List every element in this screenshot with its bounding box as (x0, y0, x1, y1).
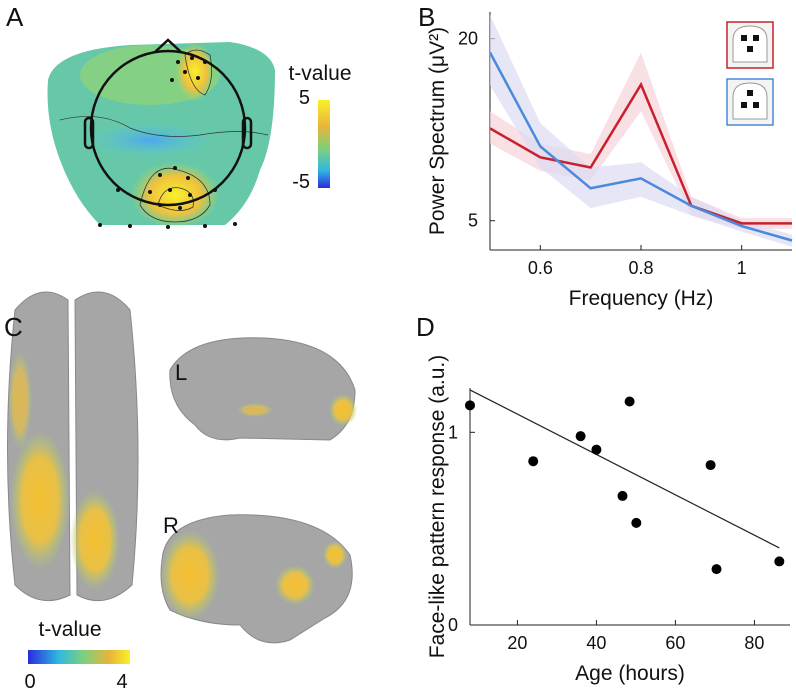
x-tick-label: 1 (737, 258, 747, 278)
topomap-region (85, 122, 215, 158)
brain-left (169, 337, 356, 441)
y-axis-label: Power Spectrum (μV²) (426, 27, 449, 235)
panel-label: A (6, 2, 24, 32)
topomap: t-value 5 -5 (47, 38, 352, 229)
view-label: L (175, 360, 187, 385)
y-axis-label: Face-like pattern response (a.u.) (426, 355, 449, 658)
view-label: R (163, 513, 179, 538)
head-outline (89, 49, 247, 207)
panel-label: B (418, 2, 435, 32)
fit-line (469, 389, 780, 549)
y-tick-label: 0 (448, 615, 458, 635)
ear (83, 116, 95, 150)
ear (241, 116, 253, 150)
contour (139, 167, 211, 223)
point (711, 564, 722, 575)
activation (329, 394, 357, 426)
electrodes (98, 56, 237, 229)
colorbar (318, 100, 330, 188)
x-tick-label: 0.8 (628, 258, 653, 278)
x-tick-label: 0.6 (528, 258, 553, 278)
colorbar (28, 650, 130, 664)
x-tick-label: 20 (507, 633, 527, 653)
point (624, 396, 635, 407)
line (488, 51, 793, 242)
colorbar-tick: 0 (24, 671, 35, 693)
point (528, 456, 539, 467)
x-tick-label: 60 (665, 633, 685, 653)
point (465, 400, 475, 411)
activation (70, 490, 120, 590)
x-tick-label: 40 (586, 633, 606, 653)
point (705, 460, 716, 471)
stimulus-icons (726, 21, 774, 126)
colorbar-tick: -5 (292, 171, 310, 193)
y-tick-label: 20 (458, 29, 478, 49)
point (617, 490, 628, 501)
activation (8, 350, 32, 450)
line (489, 81, 792, 225)
activation (160, 530, 220, 620)
nose (154, 38, 182, 53)
y-tick-label: 5 (468, 211, 478, 231)
panel-label: D (416, 312, 435, 342)
activation (323, 541, 347, 569)
x-tick-label: 80 (744, 633, 764, 653)
colorbar-tick: 4 (116, 671, 127, 693)
activation (275, 565, 315, 605)
x-axis-label: Frequency (Hz) (569, 287, 714, 310)
activation (237, 403, 273, 417)
brains: L R t-value 0 4 (7, 291, 357, 693)
contour (59, 116, 269, 137)
activation (10, 430, 70, 570)
panel-label: C (4, 312, 23, 342)
colorbar-title: t-value (38, 618, 101, 641)
y-tick-label: 1 (448, 422, 458, 442)
contour (184, 49, 213, 96)
point (774, 556, 785, 567)
x-axis-label: Age (hours) (575, 662, 685, 685)
colorbar-title: t-value (288, 62, 351, 85)
point (575, 431, 586, 442)
point (631, 517, 642, 528)
point (591, 444, 602, 455)
colorbar-tick: 5 (299, 87, 310, 109)
